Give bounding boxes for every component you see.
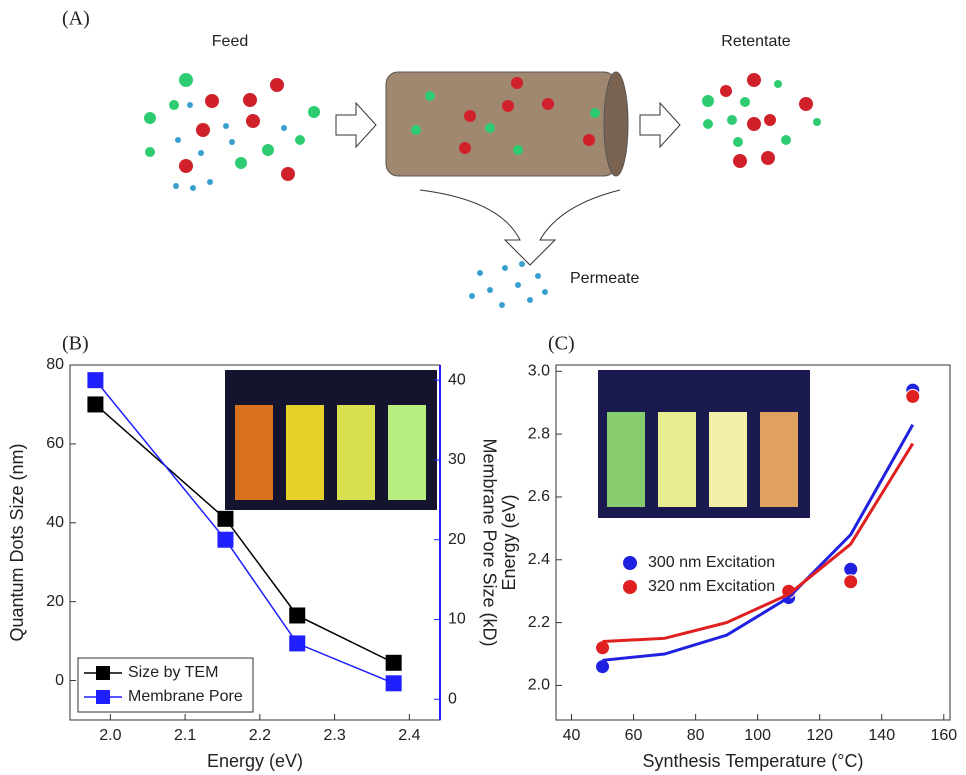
- data-point: [217, 532, 233, 548]
- x-tick-label: 80: [687, 727, 705, 744]
- y2-tick-label: 10: [448, 611, 466, 628]
- data-point: [844, 575, 858, 589]
- x-axis-label: Energy (eV): [207, 751, 303, 771]
- data-point: [906, 389, 920, 403]
- y-tick-label: 40: [46, 514, 64, 531]
- data-point: [844, 562, 858, 576]
- feed-particles: [144, 73, 320, 191]
- membrane-tube: [386, 72, 616, 176]
- y2-tick-label: 20: [448, 531, 466, 548]
- arrow: [640, 103, 680, 147]
- y-tick-label: 0: [55, 672, 64, 689]
- panel-a: (A) Feed Retentate Permeate: [62, 8, 821, 308]
- x-tick-label: 2.3: [323, 727, 345, 744]
- legend-label: 320 nm Excitation: [648, 578, 775, 595]
- legend-label: Size by TEM: [128, 664, 218, 681]
- legend-label: 300 nm Excitation: [648, 554, 775, 571]
- data-point: [289, 607, 305, 623]
- legend-marker: [96, 690, 110, 704]
- x-tick-label: 160: [930, 727, 957, 744]
- y-tick-label: 60: [46, 435, 64, 452]
- data-point: [596, 660, 610, 674]
- data-point: [386, 655, 402, 671]
- figure: (A) Feed Retentate Permeate (B) 2.0 2.1 2.2…: [0, 0, 966, 775]
- legend-label: Membrane Pore: [128, 688, 243, 705]
- x-tick-label: 2.0: [99, 727, 121, 744]
- x-tick-label: 140: [868, 727, 895, 744]
- legend-marker: [623, 556, 637, 570]
- x-tick-label: 120: [806, 727, 833, 744]
- y2-axis-label: Membrane Pore Size (kD): [479, 438, 499, 646]
- y-axis-label: Quantum Dots Size (nm): [7, 443, 27, 641]
- y-tick-label: 80: [46, 356, 64, 373]
- permeate-arrow: [420, 190, 620, 265]
- panel-label: (C): [548, 333, 575, 355]
- legend-marker: [96, 666, 110, 680]
- y-tick-label: 2.6: [528, 488, 550, 505]
- x-tick-label: 60: [625, 727, 643, 744]
- y-tick-label: 2.8: [528, 425, 550, 442]
- x-tick-label: 2.2: [249, 727, 271, 744]
- retentate-particles: [702, 73, 821, 168]
- vial-photo-c: [598, 370, 810, 518]
- x-axis-label: Synthesis Temperature (°C): [643, 751, 864, 771]
- data-point: [289, 635, 305, 651]
- y-tick-label: 20: [46, 593, 64, 610]
- y-tick-label: 2.0: [528, 677, 550, 694]
- x-tick-label: 2.1: [174, 727, 196, 744]
- permeate-label: Permeate: [570, 270, 639, 287]
- x-tick-label: 100: [744, 727, 771, 744]
- data-point: [386, 675, 402, 691]
- vial-photo-b: [225, 370, 437, 510]
- data-point: [87, 396, 103, 412]
- y-tick-label: 3.0: [528, 363, 550, 380]
- x-tick-label: 40: [563, 727, 581, 744]
- panel-label: (B): [62, 333, 89, 355]
- data-point: [87, 372, 103, 388]
- feed-label: Feed: [212, 33, 248, 50]
- y-tick-label: 2.4: [528, 551, 550, 568]
- y-axis-label: Energy (eV): [499, 494, 519, 590]
- y2-tick-label: 0: [448, 690, 457, 707]
- y-tick-label: 2.2: [528, 614, 550, 631]
- y2-tick-label: 40: [448, 371, 466, 388]
- data-point: [217, 511, 233, 527]
- x-tick-label: 2.4: [398, 727, 420, 744]
- panel-label: (A): [62, 8, 90, 30]
- legend-marker: [623, 580, 637, 594]
- data-point: [596, 641, 610, 655]
- arrow: [336, 103, 376, 147]
- y2-tick-label: 30: [448, 451, 466, 468]
- retentate-label: Retentate: [721, 33, 790, 50]
